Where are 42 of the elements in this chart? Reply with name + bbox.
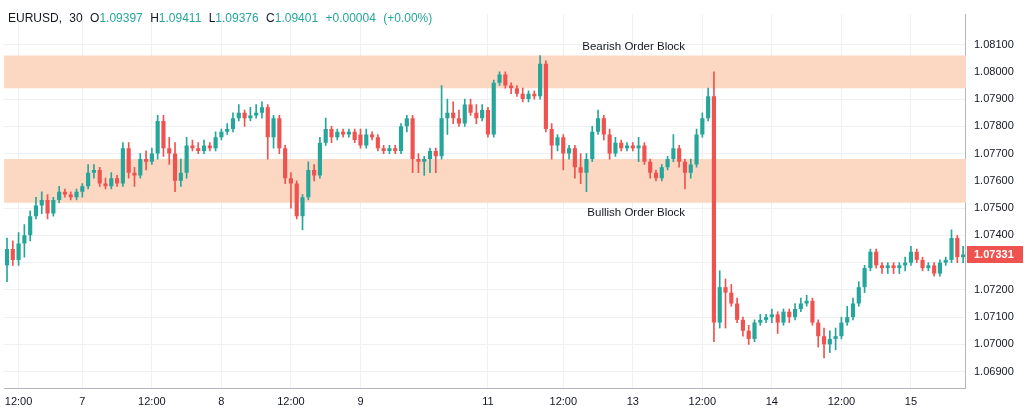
y-tick-label: 1.07900 xyxy=(974,92,1014,105)
x-tick-label: 12:00 xyxy=(827,394,856,407)
y-tick-label: 1.07200 xyxy=(974,282,1014,295)
x-tick-label: 12:00 xyxy=(4,394,33,407)
y-tick-label: 1.07100 xyxy=(974,310,1014,323)
candlestick xyxy=(143,150,149,171)
x-tick-label: 9 xyxy=(357,394,364,407)
candlestick xyxy=(961,245,966,263)
y-tick-label: 1.08000 xyxy=(974,64,1014,77)
candlestick xyxy=(758,314,763,326)
y-tick-label: 1.07000 xyxy=(974,337,1014,350)
x-tick-label: 15 xyxy=(904,394,918,407)
candlestick xyxy=(196,142,201,154)
y-tick-label: 1.07700 xyxy=(974,146,1014,159)
x-tick-label: 11 xyxy=(482,394,494,407)
chart-title: EURUSD, 30 O1.09397 H1.09411 L1.09376 C1.09401 +0.00004 (+0.00%) xyxy=(8,11,433,25)
candlestick xyxy=(885,262,890,274)
band-label: Bullish Order Block xyxy=(587,205,686,218)
x-tick-label: 12:00 xyxy=(549,394,578,407)
candlestick xyxy=(509,82,514,94)
x-tick-label: 8 xyxy=(218,394,225,407)
text: 1.07331 xyxy=(974,247,1014,260)
x-tick-label: 7 xyxy=(79,394,86,407)
candlestick xyxy=(167,136,172,165)
y-tick-label: 1.07400 xyxy=(974,228,1014,241)
candlestick xyxy=(91,164,96,179)
y-tick-label: 1.07600 xyxy=(974,173,1014,186)
candlestick xyxy=(225,123,230,135)
x-tick-label: 12:00 xyxy=(688,394,717,407)
candlestick xyxy=(769,308,774,323)
y-tick-label: 1.08100 xyxy=(974,37,1014,50)
band-label: Bearish Order Block xyxy=(582,39,686,52)
candlestick xyxy=(879,262,885,274)
x-tick-label: 12:00 xyxy=(138,394,166,407)
x-tick-label: 14 xyxy=(765,394,779,407)
y-tick-label: 1.06900 xyxy=(974,364,1014,377)
candlestick xyxy=(288,172,294,209)
x-tick-label: 12:00 xyxy=(277,394,305,407)
x-tick-label: 13 xyxy=(626,394,639,407)
y-tick-label: 1.07800 xyxy=(974,119,1014,132)
candlestick xyxy=(422,156,427,176)
y-tick-label: 1.07500 xyxy=(974,201,1014,214)
